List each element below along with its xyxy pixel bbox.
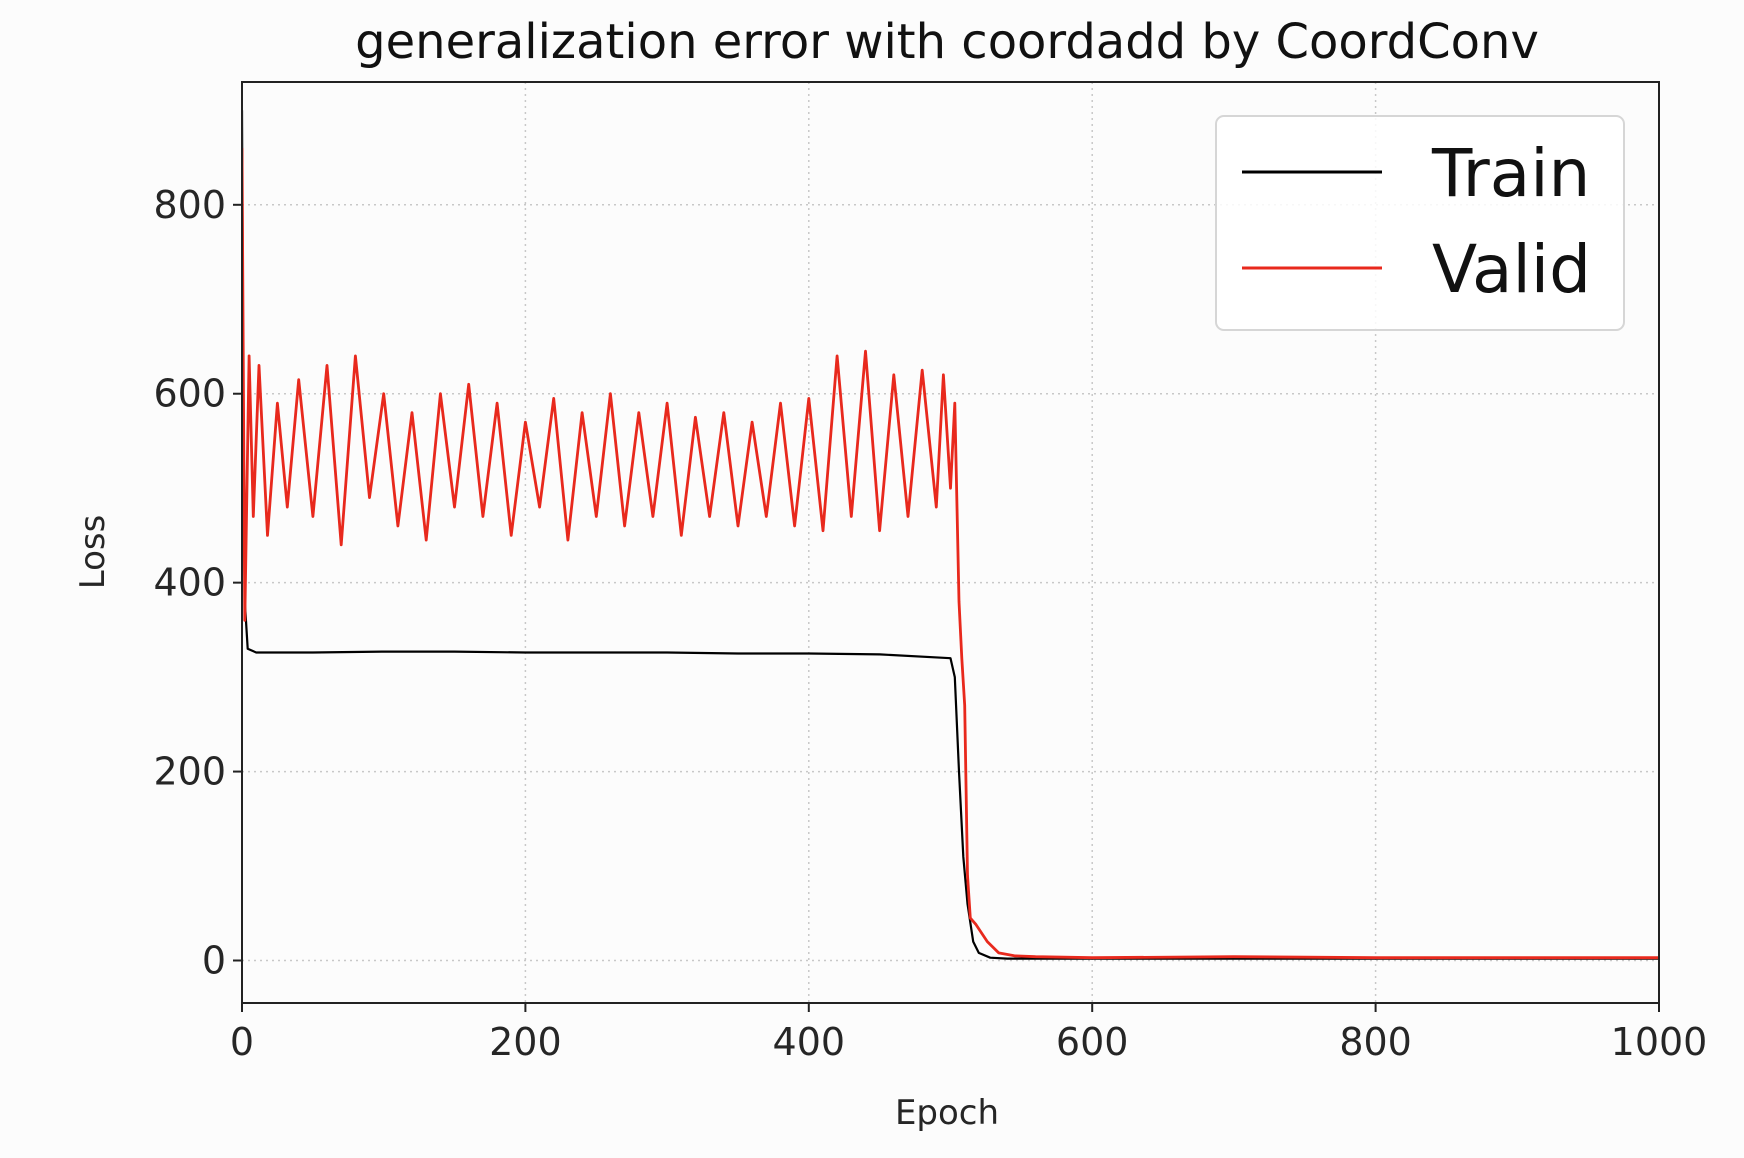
ticks: 0 200 400 600 800 1000 0 200 400 600 800 xyxy=(153,183,1707,1064)
y-axis-label: Loss xyxy=(73,515,113,590)
legend-label-valid: Valid xyxy=(1432,231,1591,308)
legend-label-train: Train xyxy=(1431,135,1590,212)
x-tick-label: 200 xyxy=(489,1020,562,1064)
legend: Train Valid xyxy=(1215,115,1625,331)
series-line-train xyxy=(242,110,1659,960)
chart-title: generalization error with coordadd by Co… xyxy=(355,14,1539,70)
series-lines xyxy=(242,110,1659,960)
x-axis-label: Epoch xyxy=(895,1093,999,1133)
y-tick-label: 600 xyxy=(153,372,226,416)
x-tick-label: 400 xyxy=(773,1020,846,1064)
x-tick-label: 0 xyxy=(230,1020,254,1064)
x-tick-label: 600 xyxy=(1056,1020,1129,1064)
x-tick-label: 1000 xyxy=(1611,1020,1708,1064)
x-tick-label: 800 xyxy=(1339,1020,1412,1064)
y-tick-label: 400 xyxy=(153,561,226,605)
grid xyxy=(241,82,1660,1003)
y-tick-label: 200 xyxy=(153,750,226,794)
y-tick-label: 0 xyxy=(202,938,226,982)
legend-box xyxy=(1215,115,1625,331)
axes-frame xyxy=(241,81,1660,1004)
series-line-valid xyxy=(242,148,1659,960)
y-tick-label: 800 xyxy=(153,183,226,227)
